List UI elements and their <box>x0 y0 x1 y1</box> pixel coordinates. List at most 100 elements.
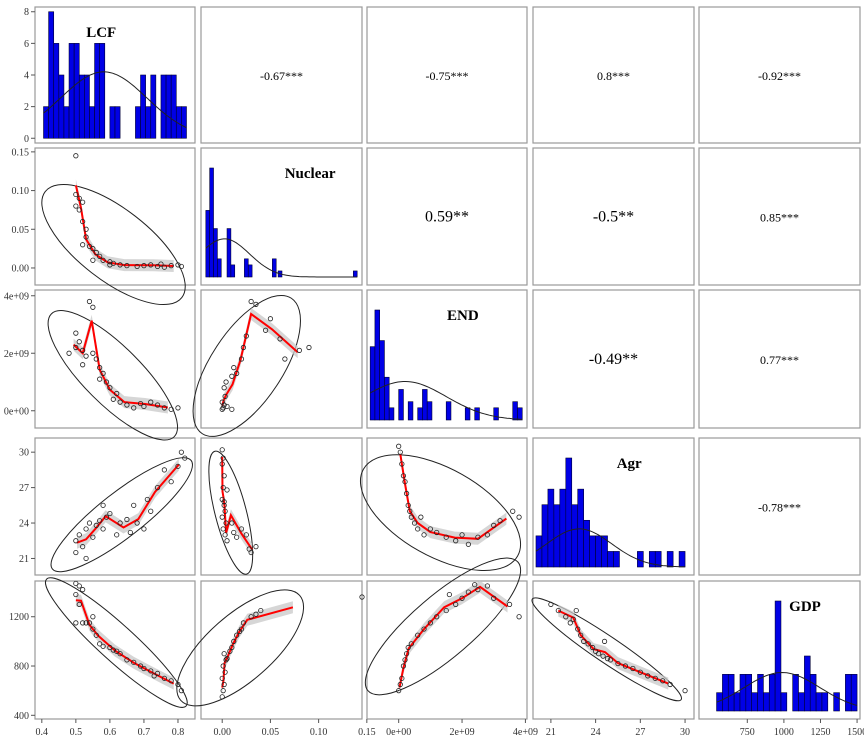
data-point <box>154 485 161 491</box>
smooth-band-lcf_gdp <box>75 594 174 690</box>
histogram-bar-agr <box>535 535 543 568</box>
data-point <box>124 402 130 408</box>
y-tick-label-lcf: 4 <box>24 71 29 82</box>
data-point <box>573 607 579 614</box>
data-point <box>220 526 226 532</box>
data-point <box>221 681 227 688</box>
data-point <box>110 647 116 653</box>
data-point <box>595 651 602 657</box>
data-point <box>607 657 614 663</box>
histogram-bar-lcf <box>84 74 90 139</box>
data-point <box>615 660 621 667</box>
data-point <box>459 595 465 601</box>
histogram-bar-end <box>369 346 376 421</box>
variable-label-nuclear: Nuclear <box>285 166 336 182</box>
data-point <box>253 301 259 307</box>
data-point <box>86 620 93 626</box>
data-point <box>168 406 174 412</box>
correlation-ellipse-nuclear_agr <box>208 450 254 575</box>
data-point <box>219 675 225 681</box>
data-point <box>397 681 403 688</box>
data-point <box>168 479 174 485</box>
data-point <box>622 663 629 669</box>
data-point <box>83 353 89 359</box>
histogram-bar-end <box>388 407 395 421</box>
data-point <box>100 643 106 649</box>
panel-lcf-agr <box>532 6 695 144</box>
data-point <box>219 694 225 700</box>
smooth-band-nuclear_end <box>222 308 298 412</box>
data-point <box>134 520 140 526</box>
histogram-bar-agr <box>678 551 686 568</box>
data-point <box>563 614 569 620</box>
data-point <box>359 594 365 600</box>
y-tick-label-gdp: 800 <box>14 662 29 673</box>
histogram-bar-lcf <box>73 43 80 139</box>
data-point <box>402 657 408 663</box>
histogram-bar-gdp <box>792 674 799 712</box>
correlation-label-nuclear-gdp: 0.85*** <box>760 211 799 225</box>
data-point <box>219 399 225 405</box>
data-point <box>221 473 227 479</box>
data-point <box>114 532 120 538</box>
data-point <box>443 607 449 614</box>
smooth-line-end_gdp <box>398 585 509 688</box>
histogram-bar-lcf <box>99 43 106 139</box>
data-point <box>80 242 86 248</box>
histogram-bar-end <box>407 401 414 421</box>
data-point <box>168 263 174 269</box>
data-point <box>510 508 516 514</box>
histogram-bar-gdp <box>739 674 747 712</box>
data-point <box>421 626 427 632</box>
x-tick-label-gdp: 1250 <box>810 727 830 738</box>
histogram-bar-lcf <box>140 74 146 139</box>
smooth-band-lcf_end <box>73 314 168 414</box>
data-point <box>83 226 89 232</box>
data-point <box>262 327 269 333</box>
data-point <box>236 628 243 635</box>
data-point <box>405 644 411 651</box>
panel-end-agr <box>532 289 695 429</box>
data-point <box>238 526 245 532</box>
histogram-bar-lcf <box>150 74 157 139</box>
data-point <box>137 663 144 669</box>
data-point <box>107 385 113 391</box>
histogram-bar-nuclear <box>244 258 249 278</box>
data-point <box>90 257 96 263</box>
panel-end-gdp <box>698 289 861 429</box>
data-point <box>97 253 103 259</box>
histogram-bar-lcf <box>53 43 60 139</box>
data-point <box>402 479 408 485</box>
data-point <box>220 663 226 669</box>
data-point <box>222 669 228 675</box>
histogram-bar-gdp <box>809 674 817 712</box>
correlation-ellipse-end_agr <box>359 454 522 571</box>
histogram-bar-lcf <box>68 43 75 139</box>
data-point <box>76 339 82 345</box>
data-point <box>66 350 72 356</box>
y-tick-label-end: 2e+09 <box>4 349 29 360</box>
data-point <box>231 638 237 644</box>
data-point <box>73 580 79 587</box>
data-point <box>282 356 288 362</box>
x-tick-label-nuclear: 0.15 <box>358 727 376 738</box>
x-tick-label-lcf: 0.6 <box>104 727 117 738</box>
data-point <box>405 502 411 508</box>
data-point <box>117 399 123 405</box>
data-point <box>600 653 606 659</box>
data-point <box>144 496 150 503</box>
data-point <box>107 510 113 517</box>
histogram-bar-lcf <box>114 106 121 139</box>
data-point <box>229 520 235 526</box>
data-point <box>175 463 181 469</box>
y-tick-label-lcf: 8 <box>24 7 29 18</box>
data-point <box>131 405 137 411</box>
data-point <box>97 376 103 382</box>
smooth-band-lcf_agr <box>77 458 179 549</box>
correlation-label-lcf-gdp: -0.92*** <box>758 69 801 83</box>
histogram-bar-gdp <box>768 674 776 712</box>
histogram-bar-nuclear <box>353 270 358 278</box>
histogram-bar-nuclear <box>217 258 222 278</box>
smooth-band-agr_gdp <box>558 604 669 690</box>
